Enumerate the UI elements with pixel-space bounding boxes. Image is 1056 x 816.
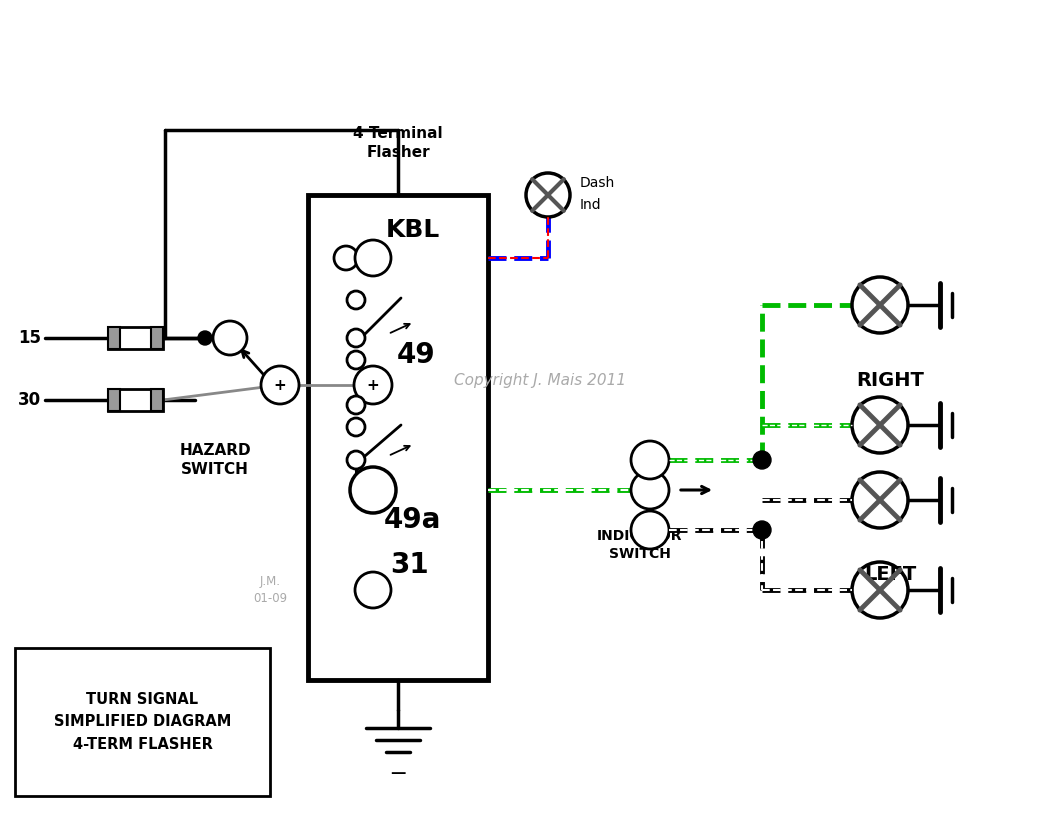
Bar bbox=[108, 327, 119, 349]
Bar bbox=[108, 389, 163, 411]
Text: 30: 30 bbox=[18, 391, 41, 409]
Circle shape bbox=[852, 397, 908, 453]
Bar bbox=[151, 327, 163, 349]
Text: 4 Terminal
Flasher: 4 Terminal Flasher bbox=[353, 126, 442, 161]
Circle shape bbox=[355, 572, 391, 608]
Text: TURN SIGNAL
SIMPLIFIED DIAGRAM
4-TERM FLASHER: TURN SIGNAL SIMPLIFIED DIAGRAM 4-TERM FL… bbox=[54, 692, 231, 752]
Text: Dash: Dash bbox=[580, 176, 616, 190]
Bar bbox=[108, 327, 163, 349]
Circle shape bbox=[852, 472, 908, 528]
Text: Copyright J. Mais 2011: Copyright J. Mais 2011 bbox=[454, 372, 626, 388]
Text: HAZARD
SWITCH: HAZARD SWITCH bbox=[180, 443, 251, 477]
Bar bbox=[308, 195, 488, 680]
Circle shape bbox=[631, 511, 670, 549]
Circle shape bbox=[354, 366, 392, 404]
Circle shape bbox=[350, 467, 396, 513]
Text: +: + bbox=[366, 378, 379, 392]
Circle shape bbox=[334, 246, 358, 270]
Text: J.M.
01-09: J.M. 01-09 bbox=[253, 575, 287, 605]
Circle shape bbox=[347, 418, 365, 436]
Circle shape bbox=[347, 329, 365, 347]
Circle shape bbox=[852, 277, 908, 333]
Text: INDICATOR
SWITCH: INDICATOR SWITCH bbox=[598, 530, 683, 561]
Bar bbox=[151, 389, 163, 411]
Text: 49a: 49a bbox=[383, 506, 440, 534]
Circle shape bbox=[753, 451, 771, 469]
Text: LEFT: LEFT bbox=[864, 565, 917, 584]
Circle shape bbox=[355, 240, 391, 276]
Circle shape bbox=[199, 331, 212, 345]
Circle shape bbox=[213, 321, 247, 355]
Text: RIGHT: RIGHT bbox=[856, 370, 924, 389]
Bar bbox=[108, 389, 119, 411]
Text: Ind: Ind bbox=[580, 198, 602, 212]
Circle shape bbox=[347, 351, 365, 369]
Bar bbox=[15, 648, 270, 796]
Circle shape bbox=[852, 562, 908, 618]
Circle shape bbox=[261, 366, 299, 404]
Text: +: + bbox=[274, 378, 286, 392]
Circle shape bbox=[347, 451, 365, 469]
Text: 31: 31 bbox=[391, 551, 430, 579]
Circle shape bbox=[753, 521, 771, 539]
Text: 49: 49 bbox=[397, 341, 435, 369]
Text: ─: ─ bbox=[392, 765, 404, 785]
Circle shape bbox=[631, 471, 670, 509]
Text: KBL: KBL bbox=[385, 218, 440, 242]
Text: 15: 15 bbox=[18, 329, 41, 347]
Circle shape bbox=[347, 396, 365, 414]
Circle shape bbox=[347, 291, 365, 309]
Circle shape bbox=[526, 173, 570, 217]
Circle shape bbox=[631, 441, 670, 479]
